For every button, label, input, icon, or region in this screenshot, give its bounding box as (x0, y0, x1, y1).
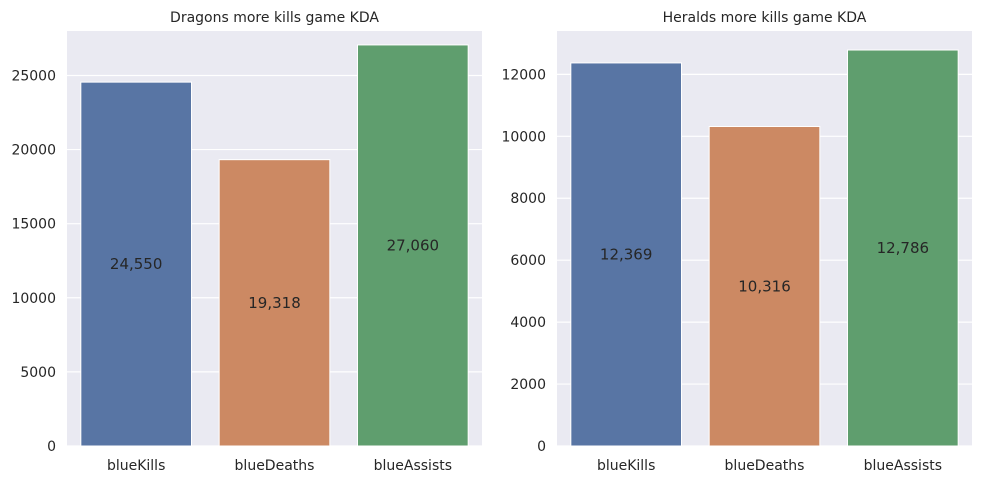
bar-blueAssists (357, 44, 469, 447)
bar-blueDeaths (218, 159, 331, 447)
bar-blueKills (570, 62, 682, 447)
data-label: 10,316 (738, 277, 791, 295)
x-tick-label: blueAssists (374, 458, 452, 474)
bar-blueDeaths (708, 126, 821, 447)
y-tick-label: 5000 (20, 365, 56, 381)
y-tick-label: 0 (47, 439, 56, 455)
x-tick-label: blueKills (597, 458, 655, 474)
chart-title: Dragons more kills game KDA (170, 10, 379, 26)
y-tick-label: 10000 (11, 291, 56, 307)
y-tick-label: 0 (537, 439, 546, 455)
data-label: 12,786 (877, 239, 930, 257)
data-label: 27,060 (387, 236, 440, 254)
y-tick-label: 2000 (510, 377, 546, 393)
x-tick-label: blueDeaths (235, 458, 315, 474)
y-tick-label: 8000 (510, 191, 546, 207)
bar-blueAssists (847, 49, 959, 447)
y-tick-label: 4000 (510, 315, 546, 331)
x-tick-label: blueDeaths (725, 458, 805, 474)
y-tick-label: 6000 (510, 253, 546, 269)
data-label: 24,550 (110, 255, 163, 273)
y-tick-label: 15000 (11, 217, 56, 233)
x-tick-label: blueKills (107, 458, 165, 474)
chart-panel-1: 0 5000 10000 15000 20000 25000 24,550 blueKills… (11, 10, 482, 474)
x-tick-label: blueAssists (864, 458, 942, 474)
data-label: 12,369 (600, 245, 653, 263)
y-tick-label: 10000 (501, 129, 546, 145)
chart-title: Heralds more kills game KDA (663, 10, 867, 26)
chart-panel-2: 0 2000 4000 6000 8000 10000 12000 12,369 blueKil… (501, 10, 972, 474)
y-tick-label: 25000 (11, 68, 56, 84)
y-tick-label: 20000 (11, 143, 56, 159)
y-tick-label: 12000 (501, 67, 546, 83)
bar-blueKills (80, 81, 192, 447)
data-label: 19,318 (248, 294, 301, 312)
